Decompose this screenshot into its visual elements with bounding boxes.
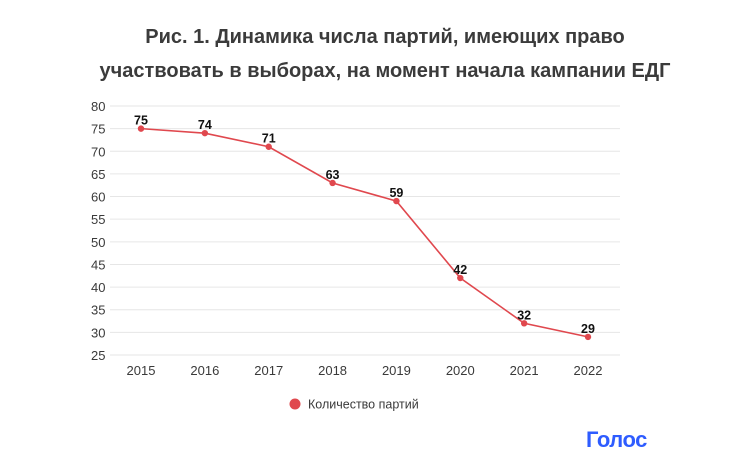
data-label-2018: 63 [326,168,340,182]
x-tick-label-2017: 2017 [254,363,283,378]
legend: Количество партий [289,398,419,412]
y-tick-label-55: 55 [91,212,105,227]
legend-marker [289,398,301,410]
x-tick-label-2021: 2021 [510,363,539,378]
x-tick-label-2020: 2020 [446,363,475,378]
y-tick-label-35: 35 [91,303,105,318]
x-axis-ticks: 2015 2016 2017 2018 2019 2020 2021 2022 [127,363,603,378]
y-tick-label-60: 60 [91,190,105,205]
y-tick-label-80: 80 [91,99,105,114]
data-label-2020: 42 [453,263,467,277]
data-label-2017: 71 [262,132,276,146]
grid-lines [110,105,620,356]
y-axis-ticks: 25 30 35 40 45 50 55 60 65 70 75 80 [91,99,105,363]
data-point-2016 [201,129,209,137]
y-tick-label-65: 65 [91,167,105,182]
x-tick-label-2016: 2016 [190,363,219,378]
data-point-2022 [584,333,592,341]
data-labels: 75 74 71 63 59 42 32 29 [134,114,595,336]
data-label-2022: 29 [581,322,595,336]
y-tick-label-30: 30 [91,325,105,340]
legend-label: Количество партий [308,398,419,412]
y-tick-label-25: 25 [91,348,105,363]
y-tick-label-45: 45 [91,257,105,272]
x-tick-label-2019: 2019 [382,363,411,378]
y-tick-label-70: 70 [91,144,105,159]
data-point-2015 [137,125,145,132]
data-label-2019: 59 [389,186,403,200]
chart-title-line-2: участвовать в выборах, на момент начала … [99,60,671,82]
chart-title-line-1: Рис. 1. Динамика числа партий, имеющих п… [145,26,625,48]
series-layer [137,125,592,341]
y-tick-label-50: 50 [91,235,105,250]
x-tick-label-2022: 2022 [574,363,603,378]
y-tick-label-40: 40 [91,280,105,295]
data-label-2021: 32 [517,308,531,322]
data-point-2021 [520,320,528,327]
x-tick-label-2015: 2015 [127,363,156,378]
data-point-2017 [265,143,272,150]
data-point-2020 [457,274,464,282]
data-point-2018 [329,179,336,187]
data-point-2019 [393,197,400,205]
data-label-2015: 75 [134,114,148,128]
golos-logo: Голос [586,427,647,452]
series-line [140,127,589,338]
data-label-2016: 74 [198,118,212,132]
x-tick-label-2018: 2018 [318,363,347,378]
chart-title: Рис. 1. Динамика числа партий, имеющих п… [40,20,730,88]
y-tick-label-75: 75 [91,122,105,137]
